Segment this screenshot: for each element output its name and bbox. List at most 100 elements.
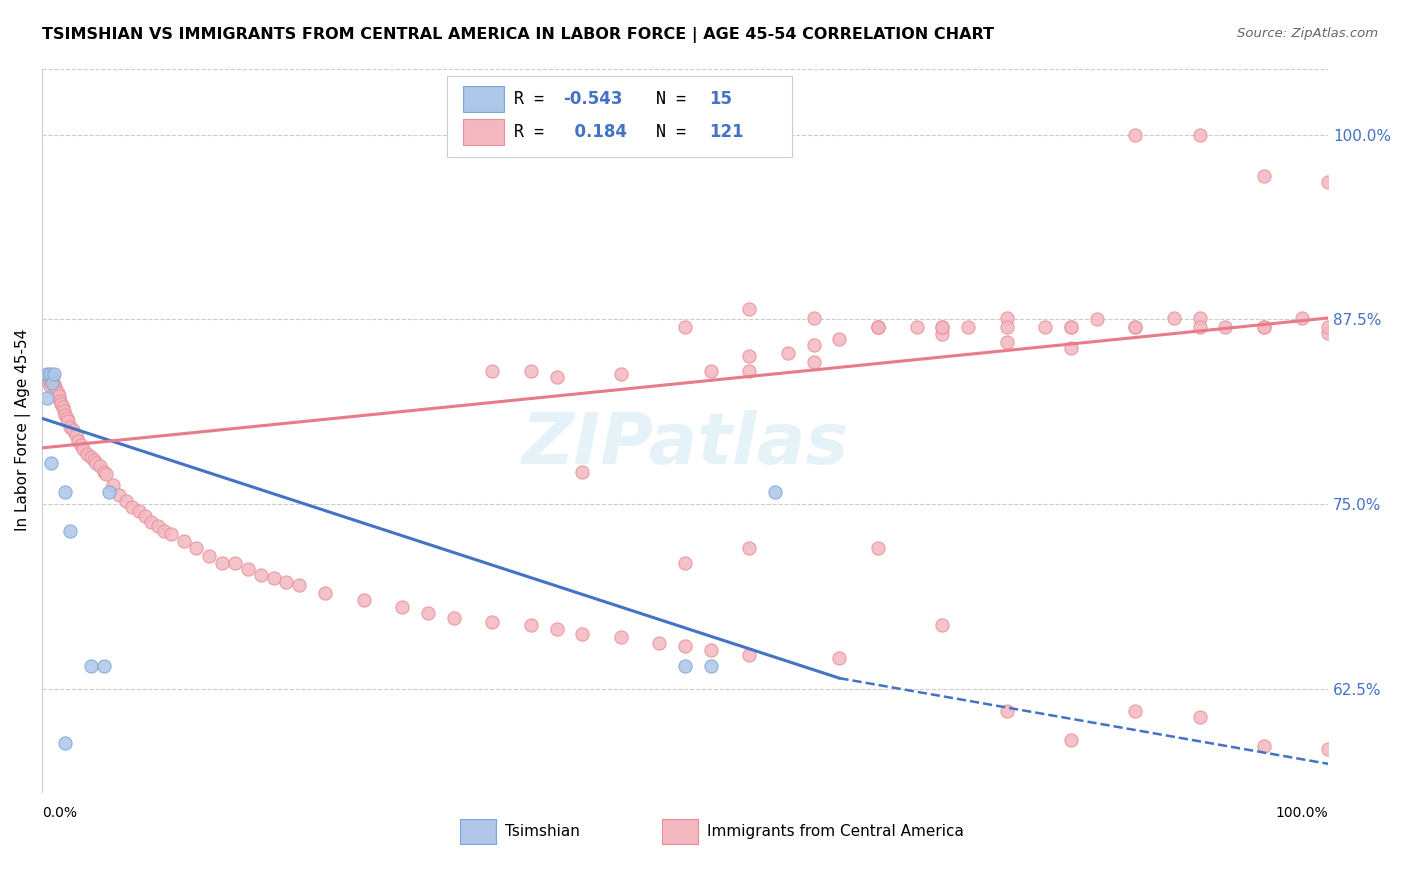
Point — [51, 396, 73, 410]
Point — [55, 411, 77, 425]
Point — [98, 485, 121, 500]
Point — [128, 504, 150, 518]
Point — [803, 311, 825, 326]
Point — [416, 606, 439, 620]
Point — [59, 420, 82, 434]
Y-axis label: In Labor Force | Age 45-54: In Labor Force | Age 45-54 — [15, 329, 31, 532]
Point — [1253, 319, 1275, 334]
Point — [146, 519, 169, 533]
Point — [995, 311, 1018, 326]
Point — [59, 524, 82, 538]
Point — [1188, 319, 1211, 334]
Point — [931, 319, 953, 334]
Text: N =: N = — [655, 90, 696, 108]
Point — [738, 364, 761, 378]
Point — [134, 508, 156, 523]
Text: 0.184: 0.184 — [562, 123, 627, 141]
Point — [776, 346, 799, 360]
Point — [866, 541, 889, 556]
Point — [673, 659, 696, 673]
Point — [1123, 704, 1146, 718]
Point — [37, 367, 59, 381]
Point — [931, 618, 953, 632]
Text: R =: R = — [515, 90, 554, 108]
Point — [1253, 169, 1275, 184]
Point — [173, 533, 195, 548]
Point — [39, 456, 62, 470]
Point — [700, 643, 723, 657]
Point — [828, 332, 851, 346]
Text: Immigrants from Central America: Immigrants from Central America — [707, 824, 965, 839]
Point — [114, 494, 136, 508]
Point — [546, 370, 568, 384]
Text: 100.0%: 100.0% — [1275, 806, 1329, 821]
Point — [1123, 319, 1146, 334]
Point — [276, 575, 298, 590]
Point — [45, 384, 67, 398]
Text: N =: N = — [655, 123, 696, 141]
Point — [41, 370, 63, 384]
Point — [866, 319, 889, 334]
Point — [141, 515, 163, 529]
Point — [62, 423, 84, 437]
Point — [1317, 175, 1340, 189]
Point — [995, 319, 1018, 334]
Point — [673, 639, 696, 653]
Point — [48, 389, 70, 403]
Point — [1253, 319, 1275, 334]
Point — [353, 593, 375, 607]
Point — [39, 373, 62, 387]
Point — [52, 400, 75, 414]
Point — [738, 350, 761, 364]
Point — [1317, 319, 1340, 334]
Text: ZIPatlas: ZIPatlas — [522, 410, 849, 479]
Point — [96, 467, 118, 482]
Point — [1253, 739, 1275, 753]
Point — [995, 704, 1018, 718]
FancyBboxPatch shape — [463, 86, 503, 112]
Point — [610, 630, 633, 644]
Point — [159, 526, 181, 541]
Point — [288, 578, 311, 592]
Point — [101, 478, 124, 492]
Point — [49, 393, 72, 408]
FancyBboxPatch shape — [447, 76, 792, 157]
Point — [53, 485, 76, 500]
Point — [1085, 312, 1108, 326]
Point — [93, 465, 115, 479]
Point — [481, 615, 503, 629]
Text: TSIMSHIAN VS IMMIGRANTS FROM CENTRAL AMERICA IN LABOR FORCE | AGE 45-54 CORRELAT: TSIMSHIAN VS IMMIGRANTS FROM CENTRAL AME… — [42, 27, 994, 43]
Point — [828, 650, 851, 665]
Point — [83, 452, 105, 467]
Point — [67, 434, 90, 448]
Point — [186, 541, 208, 556]
Point — [738, 648, 761, 662]
Point — [198, 549, 221, 563]
Point — [520, 364, 543, 378]
Point — [610, 367, 633, 381]
Point — [89, 458, 111, 473]
Point — [866, 319, 889, 334]
Point — [38, 367, 60, 381]
Point — [931, 319, 953, 334]
Point — [37, 391, 59, 405]
Point — [224, 556, 246, 570]
Point — [211, 556, 233, 570]
Point — [56, 414, 79, 428]
Point — [443, 610, 465, 624]
Point — [673, 556, 696, 570]
Text: 0.0%: 0.0% — [42, 806, 77, 821]
Point — [1317, 742, 1340, 756]
Point — [571, 465, 593, 479]
Point — [931, 327, 953, 342]
Point — [37, 370, 59, 384]
FancyBboxPatch shape — [662, 820, 697, 844]
Point — [866, 319, 889, 334]
Point — [648, 636, 671, 650]
Text: -0.543: -0.543 — [562, 90, 623, 108]
Point — [53, 404, 76, 418]
Point — [263, 571, 285, 585]
Point — [69, 438, 91, 452]
Point — [905, 319, 928, 334]
Point — [42, 367, 65, 381]
